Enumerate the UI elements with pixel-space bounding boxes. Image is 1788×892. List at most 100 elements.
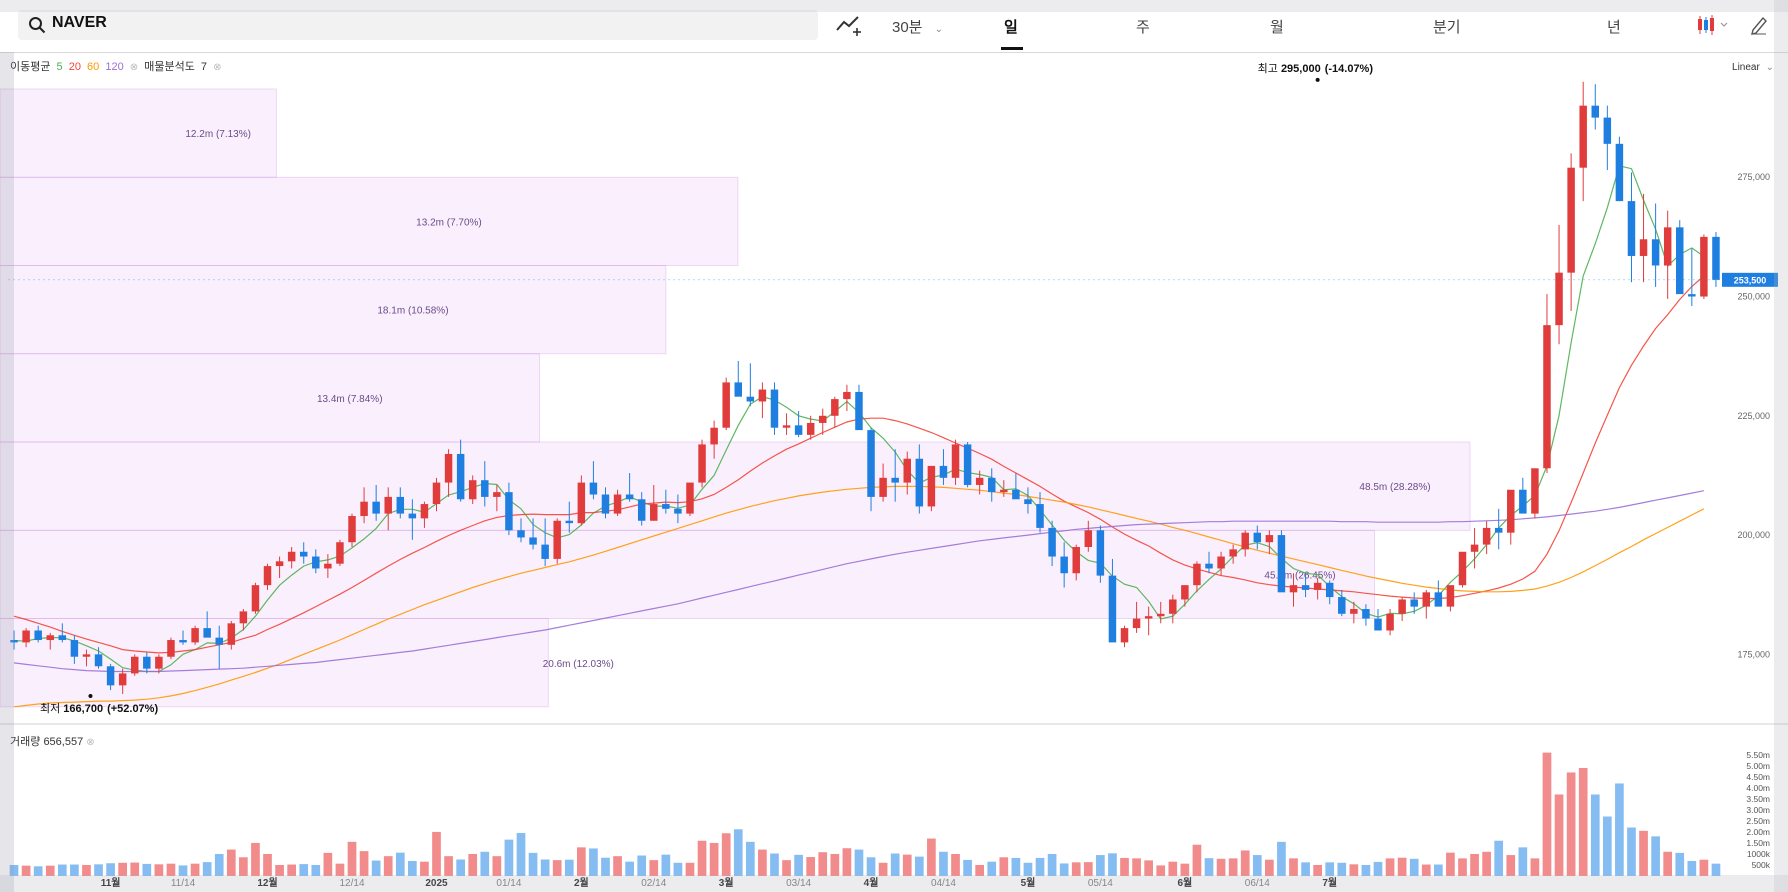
volume-bar: [1325, 862, 1335, 876]
pencil-icon[interactable]: [1750, 15, 1768, 35]
candle-body: [565, 520, 574, 524]
candle-body: [179, 640, 187, 643]
candle-body: [782, 425, 791, 428]
candle-body: [432, 482, 441, 505]
volume-profile-bar: [0, 265, 667, 355]
volume-bar: [371, 860, 381, 876]
volume-bar: [1204, 858, 1214, 876]
candle: [650, 484, 658, 521]
candle: [1217, 551, 1225, 576]
candle-body: [348, 515, 356, 543]
candle: [106, 663, 115, 691]
annotations: 253,500 최고 295,000 (-14.07%) 최저 166,700 (+52…: [8, 62, 1778, 715]
candle: [130, 654, 139, 676]
volume-bar: [1615, 783, 1624, 876]
tab-month[interactable]: 월: [1270, 19, 1284, 36]
candle: [517, 518, 525, 543]
tab-week[interactable]: 주: [1136, 19, 1150, 36]
candle-body: [1362, 609, 1370, 619]
volume-profile-bar: [0, 441, 1471, 531]
candle-body: [1543, 325, 1551, 469]
candle-body: [1663, 227, 1672, 266]
low-annotation: 최저 166,700 (+52.07%): [40, 702, 158, 715]
volume-tick-label: 3.50m: [1746, 794, 1770, 804]
price-chart[interactable]: 12.2m (7.13%) 13.2m (7.70%) 18.1m (10.58%)…: [0, 52, 1788, 892]
candle: [951, 439, 960, 485]
ma-period-60: 60: [87, 61, 100, 73]
tab-quarter[interactable]: 분기: [1433, 19, 1461, 36]
volume-bar: [299, 864, 309, 876]
vp-label[interactable]: 매물분석도: [144, 61, 195, 73]
candle-body: [1241, 532, 1249, 550]
search-box[interactable]: NAVER: [18, 10, 818, 40]
candle-body: [903, 458, 911, 483]
candle: [915, 444, 924, 514]
candle: [22, 628, 30, 648]
candle-body: [227, 623, 236, 645]
scale-mode-selector[interactable]: Linear ⌄: [1732, 62, 1774, 73]
volume-tick-label: 500k: [1752, 860, 1771, 870]
x-tick-label: 12/14: [339, 878, 364, 889]
volume-bar: [1651, 836, 1660, 876]
x-tick-label: 2025: [425, 878, 448, 889]
volume-profile-bar: [0, 88, 277, 178]
volume-bar: [1035, 857, 1045, 876]
candle: [324, 554, 332, 579]
search-input[interactable]: NAVER: [52, 14, 107, 31]
candle: [1482, 520, 1491, 555]
volume-bar: [190, 863, 200, 876]
candle-body: [722, 382, 730, 428]
candle: [1567, 153, 1575, 311]
interval-selector[interactable]: 30분 ⌄: [892, 16, 943, 37]
volume-bar: [1228, 858, 1238, 876]
scale-mode-label: Linear: [1732, 62, 1760, 73]
candle-body: [420, 504, 429, 519]
candle: [613, 489, 622, 516]
candle-body: [1434, 592, 1443, 607]
volume-bar: [263, 853, 272, 876]
candle: [1072, 544, 1080, 581]
candle: [553, 518, 561, 564]
volume-bar: [1156, 865, 1166, 876]
ma-label[interactable]: 이동평균: [10, 61, 51, 73]
candle-body: [577, 482, 586, 524]
volume-bar: [1337, 862, 1347, 876]
candle: [396, 487, 405, 519]
candle: [975, 470, 984, 495]
candle: [1205, 551, 1213, 574]
candle-body: [106, 666, 115, 686]
candle: [1712, 232, 1720, 287]
volume-bar: [1168, 861, 1178, 876]
volume-bar: [987, 861, 997, 876]
candlestick-type-icon[interactable]: [1695, 14, 1731, 36]
remove-volume-icon[interactable]: ⊗: [86, 737, 95, 748]
x-tick-label: 5월: [1021, 877, 1036, 889]
candle: [1156, 601, 1165, 624]
search-icon[interactable]: [28, 16, 46, 34]
candle: [215, 625, 223, 669]
candle-body: [1446, 585, 1455, 607]
x-tick-label: 05/14: [1088, 878, 1113, 889]
candle-body: [1096, 530, 1105, 576]
tab-day[interactable]: 일: [1004, 19, 1018, 36]
tab-year[interactable]: 년: [1607, 19, 1621, 36]
candle-body: [468, 480, 477, 500]
candle: [1700, 234, 1708, 299]
candle: [34, 625, 42, 643]
candle: [312, 549, 320, 574]
volume-bar: [432, 831, 441, 876]
candle: [456, 439, 465, 502]
candle-body: [686, 482, 694, 514]
candle-body: [650, 504, 658, 521]
volume-bars: [9, 752, 1721, 876]
x-tick-label: 03/14: [786, 878, 811, 889]
candle-body: [1374, 618, 1382, 631]
trendline-add-icon[interactable]: [836, 14, 862, 36]
candle-body: [1567, 167, 1575, 273]
candle-body: [275, 561, 284, 567]
candle-body: [1289, 585, 1298, 593]
remove-ma-icon[interactable]: ⊗: [129, 62, 139, 73]
remove-vp-icon[interactable]: ⊗: [213, 62, 222, 73]
top-toolbar: NAVER 30분 ⌄ 일 주 월 분기 년: [0, 0, 1788, 53]
candle: [481, 461, 489, 507]
